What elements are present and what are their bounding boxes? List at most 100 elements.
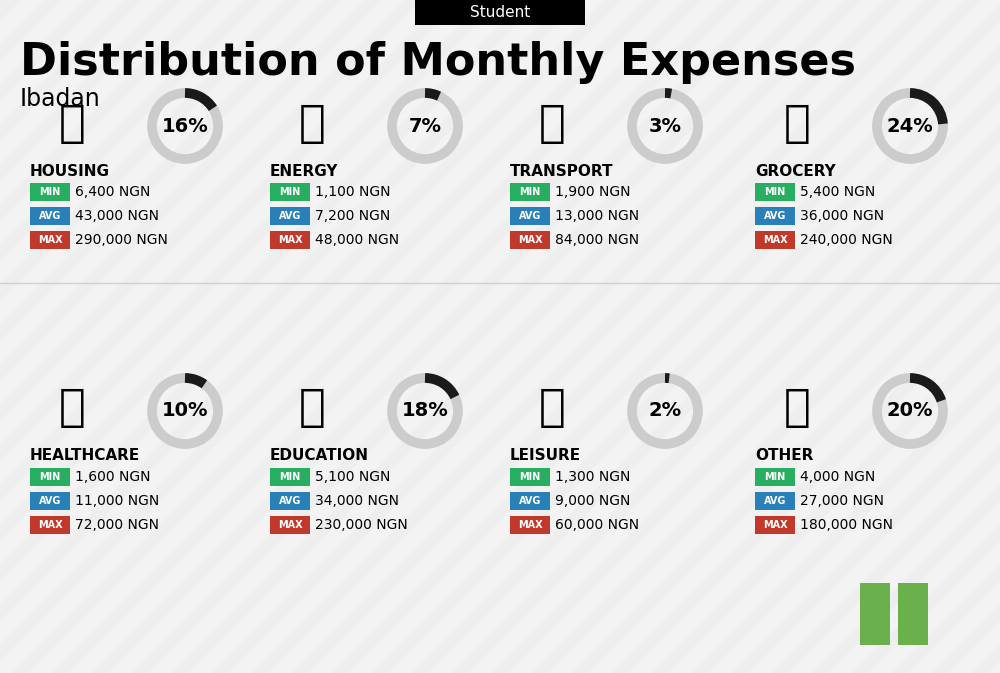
Text: MIN: MIN — [279, 472, 301, 482]
FancyBboxPatch shape — [510, 468, 550, 486]
Text: 🚌: 🚌 — [539, 102, 565, 145]
Text: 36,000 NGN: 36,000 NGN — [800, 209, 884, 223]
FancyBboxPatch shape — [510, 492, 550, 510]
Text: 72,000 NGN: 72,000 NGN — [75, 518, 159, 532]
FancyBboxPatch shape — [755, 183, 795, 201]
Text: TRANSPORT: TRANSPORT — [510, 164, 614, 178]
Text: MAX: MAX — [38, 520, 62, 530]
Text: 240,000 NGN: 240,000 NGN — [800, 233, 893, 247]
Text: 7%: 7% — [409, 116, 442, 135]
Text: 👛: 👛 — [784, 386, 810, 429]
Text: 🛍️: 🛍️ — [539, 386, 565, 429]
Text: 5,100 NGN: 5,100 NGN — [315, 470, 390, 484]
Text: MIN: MIN — [764, 472, 786, 482]
Text: AVG: AVG — [39, 211, 61, 221]
Text: 10%: 10% — [162, 402, 208, 421]
Text: 60,000 NGN: 60,000 NGN — [555, 518, 639, 532]
Text: MAX: MAX — [278, 520, 302, 530]
Text: AVG: AVG — [279, 211, 301, 221]
FancyBboxPatch shape — [30, 231, 70, 249]
FancyBboxPatch shape — [510, 183, 550, 201]
FancyBboxPatch shape — [30, 492, 70, 510]
Text: MIN: MIN — [519, 187, 541, 197]
Text: 🎓: 🎓 — [299, 386, 325, 429]
Text: 1,900 NGN: 1,900 NGN — [555, 185, 631, 199]
Text: AVG: AVG — [764, 496, 786, 506]
FancyBboxPatch shape — [755, 468, 795, 486]
Text: 🛒: 🛒 — [784, 102, 810, 145]
Text: AVG: AVG — [279, 496, 301, 506]
FancyBboxPatch shape — [270, 231, 310, 249]
Text: AVG: AVG — [519, 211, 541, 221]
FancyBboxPatch shape — [30, 516, 70, 534]
Text: 180,000 NGN: 180,000 NGN — [800, 518, 893, 532]
Text: 7,200 NGN: 7,200 NGN — [315, 209, 390, 223]
FancyBboxPatch shape — [755, 207, 795, 225]
Text: MAX: MAX — [763, 235, 787, 245]
FancyBboxPatch shape — [755, 516, 795, 534]
Text: 20%: 20% — [887, 402, 933, 421]
FancyBboxPatch shape — [510, 516, 550, 534]
Text: AVG: AVG — [519, 496, 541, 506]
FancyBboxPatch shape — [898, 583, 928, 645]
Text: AVG: AVG — [764, 211, 786, 221]
Text: MIN: MIN — [519, 472, 541, 482]
Text: MAX: MAX — [518, 520, 542, 530]
FancyBboxPatch shape — [30, 183, 70, 201]
FancyBboxPatch shape — [415, 0, 585, 25]
Text: 290,000 NGN: 290,000 NGN — [75, 233, 168, 247]
Text: 48,000 NGN: 48,000 NGN — [315, 233, 399, 247]
Text: 1,600 NGN: 1,600 NGN — [75, 470, 150, 484]
Text: Student: Student — [470, 5, 530, 20]
Text: MIN: MIN — [279, 187, 301, 197]
FancyBboxPatch shape — [860, 583, 890, 645]
Text: MAX: MAX — [278, 235, 302, 245]
Text: 230,000 NGN: 230,000 NGN — [315, 518, 408, 532]
Text: 43,000 NGN: 43,000 NGN — [75, 209, 159, 223]
Text: 🏢: 🏢 — [59, 102, 85, 145]
Text: 1,100 NGN: 1,100 NGN — [315, 185, 390, 199]
Text: 84,000 NGN: 84,000 NGN — [555, 233, 639, 247]
Text: MIN: MIN — [39, 472, 61, 482]
Text: 🏥: 🏥 — [59, 386, 85, 429]
Text: MAX: MAX — [38, 235, 62, 245]
FancyBboxPatch shape — [270, 468, 310, 486]
Text: MAX: MAX — [763, 520, 787, 530]
FancyBboxPatch shape — [270, 516, 310, 534]
Text: 9,000 NGN: 9,000 NGN — [555, 494, 630, 508]
Text: 24%: 24% — [887, 116, 933, 135]
Text: HOUSING: HOUSING — [30, 164, 110, 178]
Text: Ibadan: Ibadan — [20, 87, 101, 111]
Text: 11,000 NGN: 11,000 NGN — [75, 494, 159, 508]
Text: 6,400 NGN: 6,400 NGN — [75, 185, 150, 199]
Text: 2%: 2% — [648, 402, 682, 421]
FancyBboxPatch shape — [755, 492, 795, 510]
Text: 18%: 18% — [402, 402, 448, 421]
Text: 34,000 NGN: 34,000 NGN — [315, 494, 399, 508]
Text: AVG: AVG — [39, 496, 61, 506]
Text: LEISURE: LEISURE — [510, 448, 581, 464]
Text: MAX: MAX — [518, 235, 542, 245]
Text: MIN: MIN — [39, 187, 61, 197]
Text: 13,000 NGN: 13,000 NGN — [555, 209, 639, 223]
Text: MIN: MIN — [764, 187, 786, 197]
FancyBboxPatch shape — [270, 207, 310, 225]
FancyBboxPatch shape — [510, 207, 550, 225]
Text: 16%: 16% — [162, 116, 208, 135]
Text: 27,000 NGN: 27,000 NGN — [800, 494, 884, 508]
Text: 4,000 NGN: 4,000 NGN — [800, 470, 875, 484]
Text: EDUCATION: EDUCATION — [270, 448, 369, 464]
Text: 🔌: 🔌 — [299, 102, 325, 145]
FancyBboxPatch shape — [510, 231, 550, 249]
Text: 3%: 3% — [648, 116, 682, 135]
FancyBboxPatch shape — [270, 492, 310, 510]
Text: Distribution of Monthly Expenses: Distribution of Monthly Expenses — [20, 42, 856, 85]
FancyBboxPatch shape — [270, 183, 310, 201]
FancyBboxPatch shape — [30, 468, 70, 486]
Text: 5,400 NGN: 5,400 NGN — [800, 185, 875, 199]
Text: HEALTHCARE: HEALTHCARE — [30, 448, 140, 464]
Text: GROCERY: GROCERY — [755, 164, 836, 178]
FancyBboxPatch shape — [30, 207, 70, 225]
Text: OTHER: OTHER — [755, 448, 813, 464]
FancyBboxPatch shape — [755, 231, 795, 249]
